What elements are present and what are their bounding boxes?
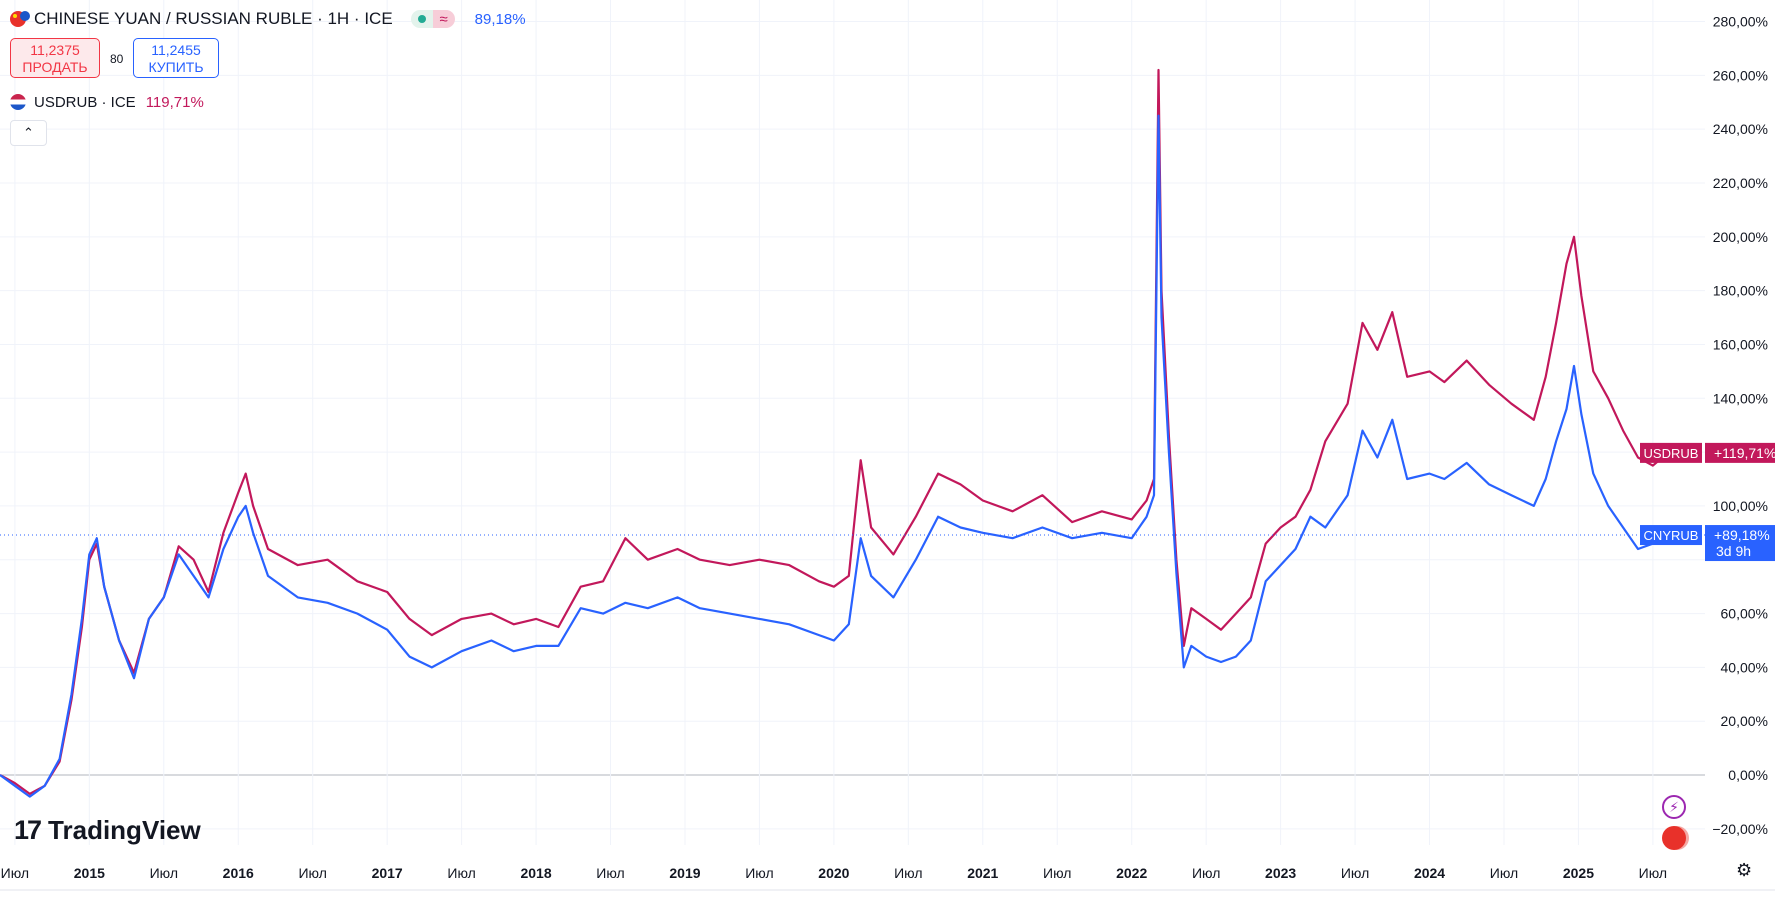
x-tick-label: Июл [1043,865,1071,881]
symbol-title[interactable]: CHINESE YUAN / RUSSIAN RUBLE · 1H · ICE [34,9,393,28]
status-pill[interactable]: ≈ [410,10,455,28]
y-tick-label: 40,00% [1721,659,1768,675]
x-tick-label: Июл [894,865,922,881]
x-tick-label: Июл [1341,865,1369,881]
x-tick-label: 2024 [1414,865,1445,881]
series-name-label: CNYRUB [1644,528,1699,543]
x-tick-label: 2017 [372,865,403,881]
tradingview-mark-icon: 17 [14,815,42,845]
compare-change-value: 119,71% [145,93,204,111]
y-tick-label: 180,00% [1713,283,1768,299]
y-tick-label: 20,00% [1721,713,1768,729]
last-value-tag-cnyrub [1705,525,1775,562]
y-tick-label: −20,00% [1712,821,1768,837]
tradingview-logo[interactable]: 17 TradingView [14,815,201,846]
y-tick-label: 0,00% [1728,767,1768,783]
y-tick-label: 220,00% [1713,175,1768,191]
sell-price: 11,2375 [30,42,80,58]
sell-label: ПРОДАТЬ [22,59,88,75]
x-tick-label: 2025 [1563,865,1594,881]
x-tick-label: Июл [1192,865,1220,881]
countdown-label: 3d 9h [1716,543,1751,559]
china-flag-icon [10,11,30,27]
spread-value: 80 [110,52,124,66]
logo-text: TradingView [48,815,201,845]
x-tick-label: 2019 [669,865,700,881]
market-open-icon [410,10,433,28]
y-tick-label: 280,00% [1713,14,1768,30]
x-tick-label: 2018 [520,865,551,881]
last-value-tag-usdrub [1705,442,1775,463]
x-tick-label: 2015 [74,865,105,881]
china-flag-button[interactable] [1662,826,1686,850]
y-tick-label: 160,00% [1713,336,1768,352]
x-tick-label: Июл [596,865,624,881]
y-tick-label: 240,00% [1713,121,1768,137]
buy-button[interactable]: 11,2455 КУПИТЬ [133,38,219,78]
compare-symbol-row[interactable]: USDRUB · ICE 119,71% [10,92,204,112]
usa-flag-icon [10,94,26,110]
x-tick-label: Июл [1639,865,1667,881]
main-change-value: 89,18% [474,10,526,28]
x-tick-label: 2020 [818,865,849,881]
x-tick-label: Июл [745,865,773,881]
settings-icon[interactable]: ⚙ [1736,860,1753,880]
chevron-up-icon: ⌃ [23,125,34,140]
last-value-label: +119,71% [1714,445,1775,461]
series-name-label: USDRUB [1644,446,1699,461]
series-name-tag-cnyrub [1640,525,1702,546]
last-value-label: +89,18% [1714,527,1770,543]
x-tick-label: Июл [1490,865,1518,881]
x-tick-label: 2016 [223,865,254,881]
collapse-legend-button[interactable]: ⌃ [10,120,47,146]
buy-label: КУПИТЬ [148,59,204,75]
y-tick-label: 60,00% [1721,606,1768,622]
y-tick-label: 140,00% [1713,390,1768,406]
series-line-usdrub[interactable] [0,68,1669,795]
x-tick-label: 2021 [967,865,998,881]
compare-symbol-title[interactable]: USDRUB · ICE [34,93,136,111]
symbol-header[interactable]: CHINESE YUAN / RUSSIAN RUBLE · 1H · ICE … [10,8,526,30]
y-tick-label: 260,00% [1713,67,1768,83]
series-line-cnyrub[interactable] [0,114,1669,798]
x-tick-label: 2022 [1116,865,1147,881]
x-tick-label: Июл [447,865,475,881]
lightning-icon[interactable]: ⚡ [1662,795,1686,819]
x-tick-label: Июл [1,865,29,881]
sell-button[interactable]: 11,2375 ПРОДАТЬ [10,38,100,78]
series-name-tag-usdrub [1640,442,1702,463]
delayed-data-icon: ≈ [432,10,455,28]
x-tick-label: Июл [150,865,178,881]
buy-price: 11,2455 [151,42,201,58]
x-tick-label: 2023 [1265,865,1296,881]
y-tick-label: 200,00% [1713,229,1768,245]
x-tick-label: Июл [298,865,326,881]
y-tick-label: 100,00% [1713,498,1768,514]
